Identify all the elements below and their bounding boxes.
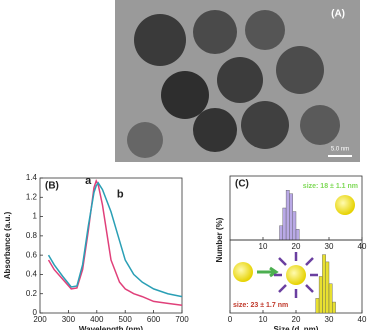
x-tick-label: 300 <box>62 315 76 324</box>
y-tick-label: 0.6 <box>26 250 38 259</box>
x-tick-label: 40 <box>358 315 367 324</box>
series-label: a <box>85 175 92 187</box>
plot-frame <box>39 177 183 314</box>
x-tick-label: 30 <box>325 242 334 251</box>
tem-image: (A) 5.0 nm <box>115 0 360 162</box>
y-tick-label: 0.2 <box>26 289 38 298</box>
y-tick-label: 1.4 <box>26 173 38 182</box>
histogram-bar <box>325 261 330 314</box>
x-tick-label: 400 <box>90 315 104 324</box>
scale-bar-label: 5.0 nm <box>331 147 349 153</box>
panel-label: (C) <box>235 179 249 190</box>
x-tick-label: 0 <box>228 315 233 324</box>
y-tick-label: 1.2 <box>26 192 38 201</box>
histogram-bar <box>295 229 300 241</box>
y-tick-label: 0.8 <box>26 231 38 240</box>
histogram-bar <box>285 190 290 241</box>
histogram-bar <box>282 207 287 241</box>
x-tick-label: 600 <box>147 315 161 324</box>
x-axis-label: Wavelength (nm) <box>79 325 143 330</box>
x-tick-label: 20 <box>292 315 301 324</box>
histogram-bar <box>332 301 336 314</box>
annotation: size: 18 ± 1.1 nm <box>303 183 358 190</box>
histogram-bar <box>292 211 297 241</box>
histogram-bar <box>279 225 283 241</box>
x-tick-label: 500 <box>119 315 133 324</box>
histogram-bar <box>318 276 323 314</box>
y-tick-label: 0.4 <box>26 270 38 279</box>
y-axis-label: Number (%) <box>215 217 224 262</box>
annotation: size: 23 ± 1.7 nm <box>233 302 288 309</box>
series-label: b <box>117 189 124 201</box>
y-tick-label: 1 <box>33 212 38 221</box>
panel-label: (B) <box>45 181 59 192</box>
line-series <box>47 181 183 298</box>
line-series <box>47 178 183 307</box>
histogram-bar <box>322 254 326 314</box>
x-tick-label: 200 <box>33 315 47 324</box>
ligand-diagram <box>233 195 355 298</box>
histogram-bar <box>315 298 320 314</box>
panel-label: (A) <box>331 9 345 20</box>
x-tick-label: 10 <box>259 315 268 324</box>
x-tick-label: 10 <box>259 242 268 251</box>
x-tick-label: 30 <box>325 315 334 324</box>
histogram-bar <box>328 283 333 314</box>
histogram-bar <box>289 193 293 241</box>
y-axis-label: Absorbance (a.u.) <box>3 211 12 279</box>
x-tick-label: 20 <box>292 242 301 251</box>
y-tick-label: 0 <box>33 308 38 317</box>
x-axis-label: Size (d, nm) <box>274 325 319 330</box>
x-tick-label: 700 <box>175 315 189 324</box>
